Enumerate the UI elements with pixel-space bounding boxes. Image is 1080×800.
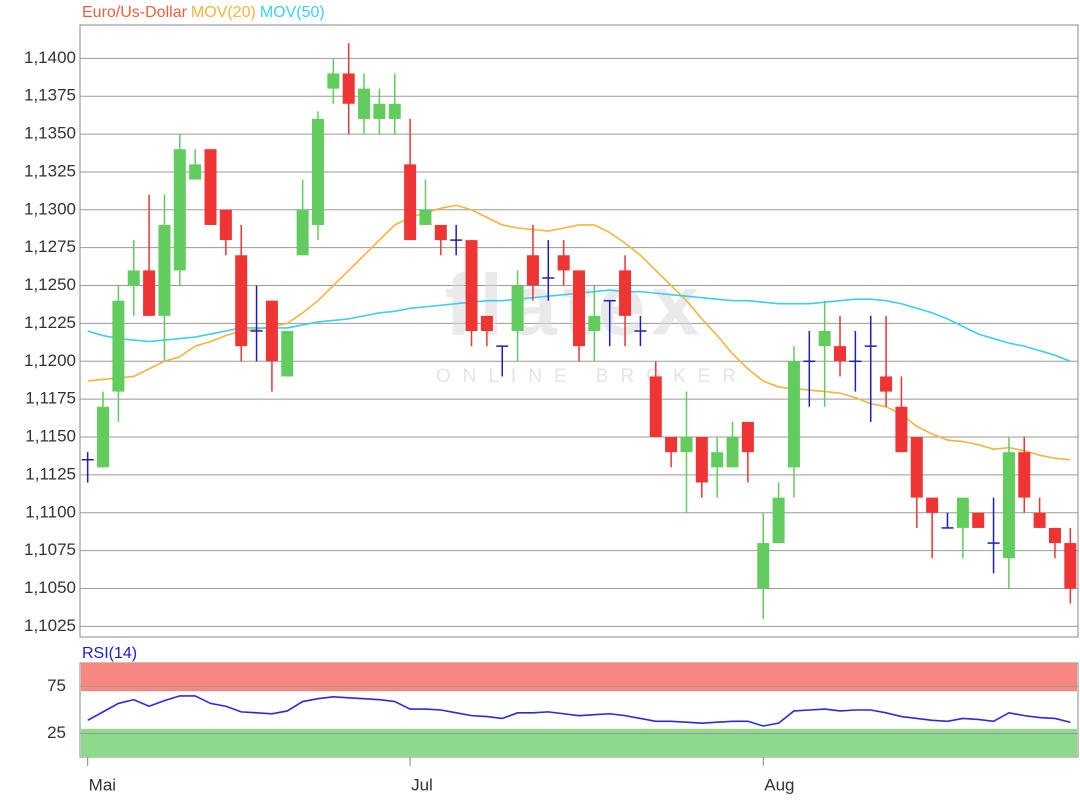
candle-body	[1064, 543, 1077, 589]
candle-body	[434, 224, 447, 241]
candle-body	[588, 315, 601, 331]
candle-body	[818, 331, 831, 347]
y-tick-label: 1,1400	[24, 48, 76, 67]
watermark-subtitle: ONLINE BROKER	[436, 366, 748, 387]
candle-body	[112, 300, 125, 392]
legend-entry: MOV(20)	[191, 4, 256, 21]
candle-body	[526, 255, 539, 286]
candle-body	[1018, 452, 1031, 498]
legend-entry: Euro/Us-Dollar	[82, 4, 188, 21]
candle-body	[757, 543, 770, 589]
y-tick-label: 1,1025	[24, 616, 76, 635]
candle-body	[726, 437, 739, 468]
y-tick-label: 1,1225	[24, 313, 76, 332]
candle-body	[711, 452, 724, 468]
rsi-line	[87, 695, 1071, 727]
candle-body	[880, 376, 893, 392]
candle-body	[311, 118, 324, 225]
y-tick-label: 75	[47, 676, 66, 695]
candle-body	[573, 270, 585, 347]
candle-body	[480, 315, 493, 331]
y-tick-label: 1,1050	[24, 578, 76, 597]
x-tick-label: Jul	[411, 775, 433, 794]
candle-body	[956, 497, 969, 528]
y-tick-label: 1,1325	[24, 161, 76, 180]
candle-body	[327, 73, 340, 89]
candle-body	[649, 376, 662, 438]
candle-body	[1048, 527, 1061, 544]
candle-body	[97, 406, 110, 468]
candle-body	[665, 437, 678, 453]
candle-body	[926, 497, 939, 513]
candle-body	[834, 346, 847, 362]
y-tick-label: 1,1075	[24, 540, 76, 559]
candle-body	[419, 209, 432, 225]
candle-body	[281, 331, 294, 377]
y-tick-label: 1,1250	[24, 275, 76, 294]
y-tick-label: 1,1200	[24, 351, 76, 370]
y-tick-label: 1,1375	[24, 86, 76, 105]
candle-body	[695, 437, 708, 483]
candle-body	[235, 255, 248, 347]
x-tick-label: Mai	[89, 775, 116, 794]
y-tick-label: 1,1150	[25, 427, 76, 446]
x-tick-label: Aug	[764, 775, 794, 794]
y-tick-label: 25	[47, 723, 66, 742]
y-tick-label: 1,1100	[25, 502, 76, 521]
candle-body	[680, 437, 693, 453]
candle-body	[204, 149, 217, 225]
candle-body	[358, 88, 371, 119]
candle-body	[972, 512, 985, 528]
candle-body	[388, 103, 401, 119]
candle-body	[143, 270, 156, 316]
candle-body	[511, 285, 524, 331]
candle-body	[373, 103, 386, 119]
rsi-title: RSI(14)	[82, 645, 137, 662]
candle-body	[557, 255, 570, 271]
candle-body	[296, 209, 309, 256]
candle-body	[619, 270, 632, 316]
candle-body	[189, 164, 202, 180]
y-tick-label: 1,1350	[24, 124, 76, 143]
y-tick-label: 1,1275	[24, 237, 76, 256]
candle-body	[265, 300, 278, 362]
candle-body	[404, 164, 417, 241]
y-tick-label: 1,1125	[25, 464, 76, 483]
y-tick-label: 1,1300	[24, 199, 76, 218]
legend-entry: MOV(50)	[260, 4, 325, 21]
candle-body	[895, 406, 908, 453]
candle-body	[342, 73, 355, 104]
candle-body	[741, 421, 754, 453]
candle-body	[465, 240, 478, 331]
candle-body	[127, 270, 140, 286]
y-tick-label: 1,1175	[25, 389, 76, 408]
candle-body	[1002, 452, 1015, 559]
candle-body	[219, 209, 232, 241]
candle-body	[787, 361, 800, 468]
candle-body	[772, 497, 785, 544]
candle-body	[1033, 512, 1046, 528]
candle-body	[158, 224, 171, 316]
candle-body	[173, 149, 186, 271]
candle-body	[910, 437, 923, 498]
